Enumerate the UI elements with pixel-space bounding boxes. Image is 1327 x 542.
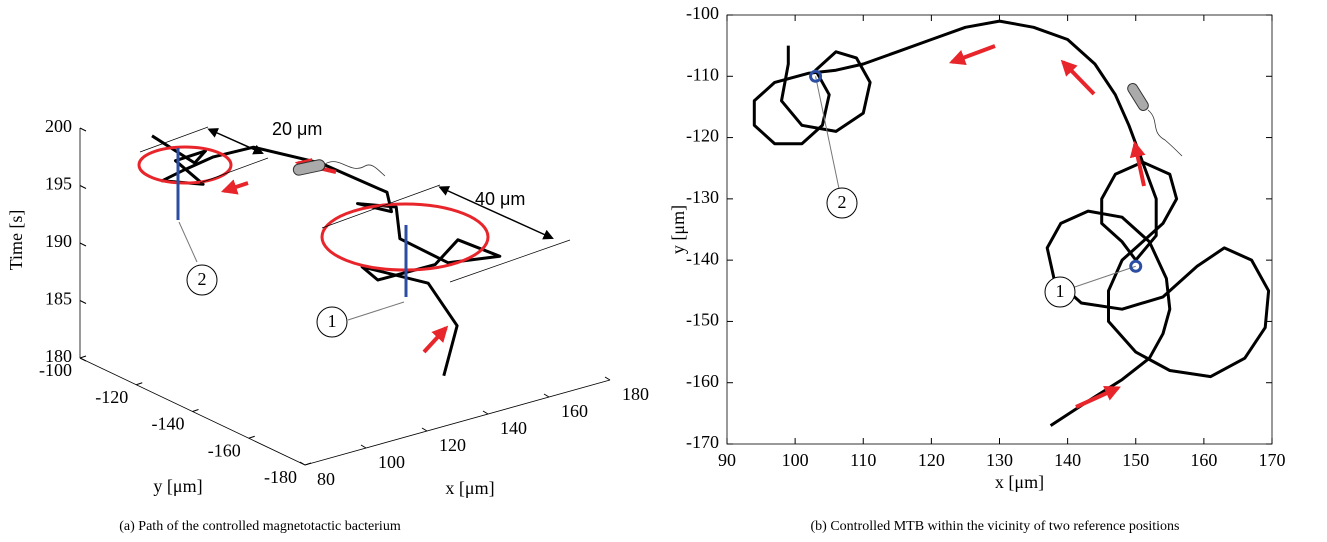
arrow — [1075, 385, 1121, 409]
dimension-arrow — [438, 186, 554, 240]
x-tick — [543, 393, 550, 398]
dimension-arrow — [207, 128, 264, 155]
x-tick-label: 150 — [1122, 450, 1149, 470]
plot-frame — [726, 14, 1273, 445]
z-tick-label: 180 — [45, 346, 72, 366]
z-tick — [79, 127, 87, 132]
x-tick-label: 100 — [782, 450, 809, 470]
callout-label: 1 — [1056, 281, 1065, 301]
x-tick-label: 140 — [1054, 450, 1081, 470]
x-tick-label: 100 — [378, 452, 405, 472]
y-tick-label: -150 — [686, 310, 719, 330]
callout-line — [347, 301, 405, 321]
dimension-line — [199, 157, 269, 184]
y-tick-label: -130 — [686, 187, 719, 207]
y-tick — [192, 409, 199, 412]
bacterium-body — [292, 159, 326, 176]
z-tick — [79, 300, 87, 304]
y-tick-label: -110 — [687, 64, 719, 84]
x-tick — [299, 461, 306, 466]
x-tick-label: 180 — [622, 384, 649, 404]
dimension-line — [139, 126, 209, 153]
annotation: 40 μm — [475, 189, 525, 209]
z-tick — [79, 357, 87, 362]
caption: (a) Path of the controlled magnetotactic… — [119, 519, 401, 534]
callout-line — [815, 76, 843, 204]
z-tick — [79, 242, 87, 247]
callout-circle — [186, 264, 218, 296]
x-tick-label: 130 — [986, 450, 1013, 470]
y-axis-label: y [μm] — [153, 476, 202, 496]
plots: 80100120140160180-180-160-140-120-100180… — [6, 3, 1285, 498]
dimension-line — [449, 239, 571, 283]
callout-label: 2 — [838, 192, 847, 212]
y-tick — [304, 462, 312, 466]
x-axis-label: x [μm] — [445, 478, 494, 498]
x-tick — [482, 410, 489, 415]
y-tick-label: -140 — [152, 414, 185, 434]
x-tick-label: 140 — [500, 418, 527, 438]
reference-point — [809, 69, 823, 83]
x-axis-label: x [μm] — [995, 472, 1044, 492]
y-tick-label: -120 — [686, 126, 719, 146]
x-tick-label: 110 — [850, 450, 876, 470]
y-tick-label: -160 — [208, 440, 241, 460]
arrow — [1060, 59, 1096, 96]
z-tick — [79, 185, 87, 189]
callout-line — [178, 221, 198, 263]
callout-label: 2 — [198, 269, 207, 289]
callout-circle — [826, 187, 858, 219]
bacterium-icon — [292, 83, 1183, 177]
x-tick-label: 160 — [561, 401, 588, 421]
flagellum — [324, 161, 386, 177]
x-tick-label: 160 — [1190, 450, 1217, 470]
y-tick-label: -120 — [95, 387, 128, 407]
reference-circle — [137, 145, 233, 185]
z-tick-label: 200 — [45, 116, 72, 136]
bacterium-body — [1127, 83, 1149, 111]
y-tick — [136, 382, 143, 386]
arrow — [422, 325, 449, 354]
arrow — [949, 44, 996, 66]
y-axis-label: y [μm] — [668, 205, 688, 254]
y-tick-label: -100 — [686, 3, 719, 23]
x-tick — [360, 444, 367, 449]
arrow — [1129, 140, 1146, 187]
x-tick — [604, 376, 611, 381]
y-tick-label: -100 — [39, 360, 72, 380]
y-tick-label: -160 — [686, 371, 719, 391]
x-tick — [421, 427, 428, 432]
callout-circle — [1044, 276, 1076, 308]
x-tick-label: 170 — [1259, 450, 1286, 470]
trajectory — [752, 19, 1271, 427]
x-tick-label: 80 — [317, 469, 335, 489]
callout-label: 1 — [328, 311, 337, 331]
trajectory — [151, 134, 502, 377]
y-tick — [79, 355, 87, 359]
z-tick-label: 185 — [45, 289, 72, 309]
annotation: 20 μm — [272, 119, 322, 139]
dimension-line — [321, 184, 441, 229]
z-axis-label: Time [s] — [6, 210, 26, 271]
x-tick-label: 90 — [718, 450, 736, 470]
caption: (b) Controlled MTB within the vicinity o… — [811, 519, 1180, 534]
flagellum — [1147, 109, 1183, 157]
callout-circle — [316, 306, 348, 338]
axis-line — [304, 379, 611, 466]
y-tick-label: -170 — [686, 432, 719, 452]
z-tick-label: 190 — [45, 231, 72, 251]
x-tick-label: 120 — [439, 435, 466, 455]
x-tick-label: 120 — [918, 450, 945, 470]
arrow — [220, 179, 249, 195]
z-tick-label: 195 — [45, 174, 72, 194]
reference-point — [1129, 259, 1143, 273]
y-tick-label: -180 — [264, 467, 297, 487]
y-tick — [248, 435, 255, 439]
y-tick-label: -140 — [686, 248, 719, 268]
